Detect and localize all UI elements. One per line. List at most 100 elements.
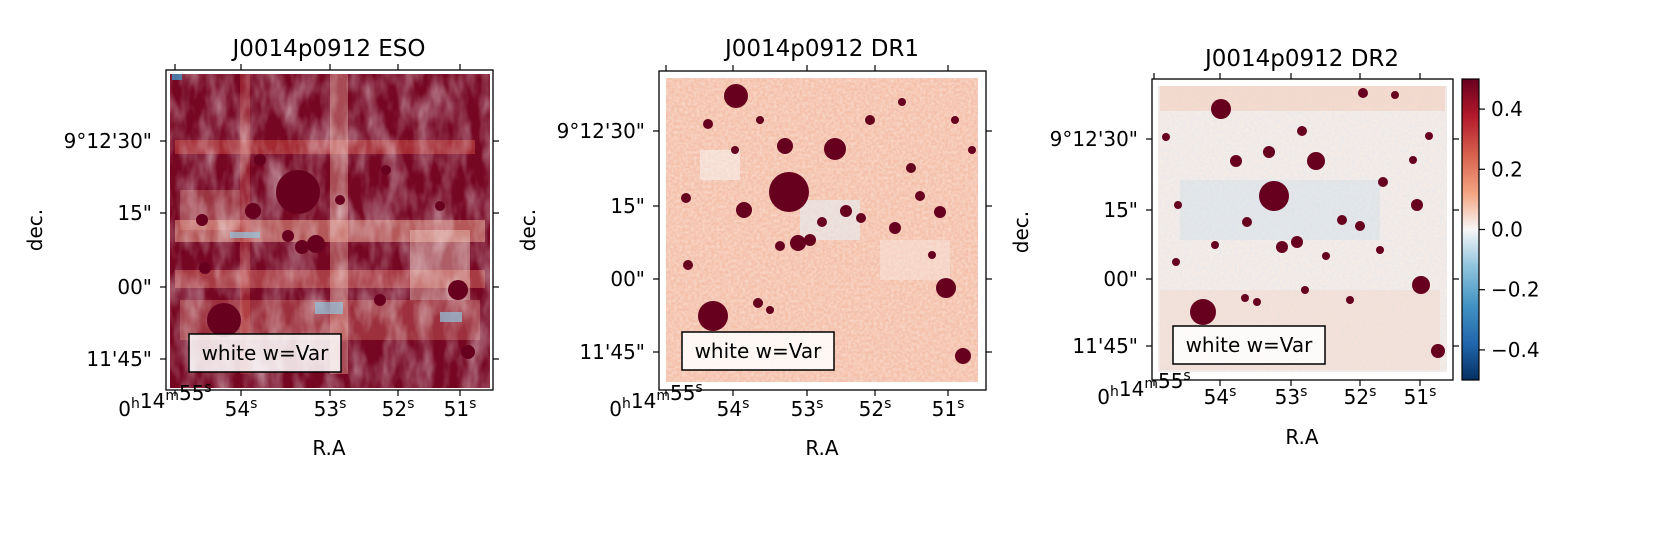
ytick-label: 00" [117,275,152,299]
source-blob [817,217,827,227]
source-blob [1376,246,1384,254]
source-blob [1358,88,1368,98]
xtick-label: 51s [1404,384,1437,409]
panel-dr2-title: J0014p0912 DR2 [1203,46,1399,72]
ytick-label: 15" [117,201,152,225]
colorbar-tick-label: 0.0 [1491,218,1523,242]
source-blob [448,280,468,300]
panel-dr2: J0014p0912 DR2 0h14m55s 54s 53s 52s 51s 9°12'… [1009,46,1540,449]
source-blob [681,193,691,203]
source-blob [1172,258,1180,266]
source-blob [1263,146,1275,158]
panel-eso-title: J0014p0912 ESO [231,36,426,62]
xtick-label: 0h14m55s [609,380,702,421]
panel-dr1-ylabel: dec. [516,209,540,251]
source-blob [1378,177,1388,187]
source-blob [282,230,294,242]
source-blob [1190,299,1216,325]
source-blob [951,116,959,124]
xtick-label: 51s [932,396,965,421]
source-blob [777,138,793,154]
colorbar-tick-label: −0.2 [1491,278,1540,302]
source-blob [374,294,386,306]
source-blob [756,116,764,124]
source-blob [915,191,925,201]
panel-dr2-annotation: white w=Var [1186,333,1314,357]
ytick-label: 9°12'30" [1050,127,1138,151]
source-blob [335,195,345,205]
source-blob [1162,133,1170,141]
source-blob [934,206,946,218]
source-blob [790,235,806,251]
source-blob [207,303,241,337]
source-blob [1301,286,1309,294]
source-blob [276,170,320,214]
xtick-label: 53s [1275,384,1308,409]
xtick-label: 0h14m55s [118,380,211,421]
source-blob [856,213,866,223]
source-blob [1259,181,1289,211]
ytick-label: 11'45" [86,347,152,371]
source-blob [254,154,266,166]
source-blob [1412,276,1430,294]
xtick-label: 54s [225,396,258,421]
source-blob [1211,99,1231,119]
source-blob [1174,201,1182,209]
ytick-label: 15" [1103,198,1138,222]
colorbar-gradient [1461,78,1480,381]
source-blob [775,241,785,251]
xtick-label: 53s [314,396,347,421]
source-blob [1322,252,1330,260]
source-blob [766,306,774,314]
source-blob [906,163,916,173]
panel-dr1-annotation-box [681,331,835,371]
xtick-label: 0h14m55s [1097,368,1190,409]
xtick-label: 54s [1204,384,1237,409]
xtick-label: 51s [444,396,477,421]
panel-eso: J0014p0912 ESO 0h14m55s 54s 53s 52s 51s 9°12'… [23,36,499,460]
ytick-label: 9°12'30" [557,119,645,143]
source-blob [804,234,816,246]
source-blob [1355,221,1365,231]
ytick-label: 00" [1103,267,1138,291]
source-blob [769,172,809,212]
source-blob [824,138,846,160]
source-blob [840,205,852,217]
source-blob [698,301,728,331]
source-blob [1337,215,1347,225]
source-blob [955,348,971,364]
source-blob [196,214,208,226]
xtick-label: 52s [859,396,892,421]
source-blob [736,202,752,218]
source-blob [683,260,693,270]
colorbar-tick-label: −0.4 [1491,338,1540,362]
source-blob [731,146,739,154]
panel-eso-xlabel: R.A [312,436,346,460]
colorbar: 0.4 0.2 0.0 −0.2 −0.4 [1461,78,1540,381]
panel-dr1: J0014p0912 DR1 0h14m55s 54s 53s 52s 51s 9°12'… [516,36,992,460]
source-blob [724,84,748,108]
source-blob [968,146,976,154]
xtick-label: 54s [717,396,750,421]
ytick-label: 9°12'30" [64,129,152,153]
source-blob [1253,298,1261,306]
ytick-label: 15" [610,194,645,218]
ytick-label: 00" [610,267,645,291]
source-blob [295,240,309,254]
source-blob [928,251,936,259]
source-blob [1211,241,1219,249]
source-blob [461,345,475,359]
colorbar-tick-label: 0.2 [1491,157,1523,181]
source-blob [936,278,956,298]
source-blob [1297,126,1307,136]
source-blob [1307,152,1325,170]
source-blob [435,201,445,211]
source-blob [1391,91,1399,99]
panel-eso-annotation-box [188,333,342,373]
source-blob [889,222,901,234]
source-blob [1242,217,1252,227]
source-blob [307,235,325,253]
source-blob [1346,296,1354,304]
source-blob [1425,132,1433,140]
